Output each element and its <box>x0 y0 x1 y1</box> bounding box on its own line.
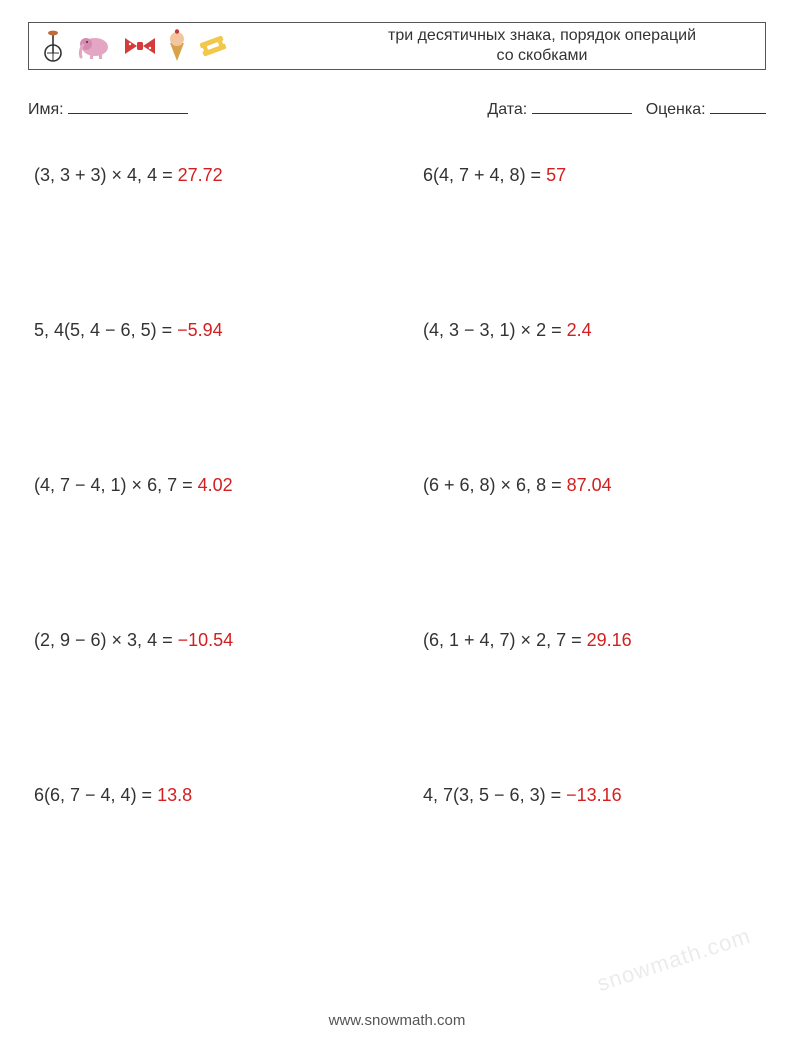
answer: −10.54 <box>178 630 234 650</box>
expression: 6(4, 7 + 4, 8) = <box>423 165 546 185</box>
problem-item: 6(4, 7 + 4, 8) = 57 <box>417 165 766 186</box>
expression: (3, 3 + 3) × 4, 4 = <box>34 165 178 185</box>
name-blank[interactable] <box>68 98 188 114</box>
problem-item: (2, 9 − 6) × 3, 4 = −10.54 <box>28 630 377 651</box>
expression: 4, 7(3, 5 − 6, 3) = <box>423 785 566 805</box>
answer: 4.02 <box>198 475 233 495</box>
problem-item: (3, 3 + 3) × 4, 4 = 27.72 <box>28 165 377 186</box>
title-line-2: со скобками <box>497 47 588 64</box>
grade-label: Оценка: <box>646 101 706 118</box>
meta-row: Имя: Дата: Оценка: <box>28 98 766 119</box>
name-field: Имя: <box>28 98 188 119</box>
header-icons <box>39 29 229 63</box>
expression: 6(6, 7 − 4, 4) = <box>34 785 157 805</box>
problem-item: (4, 3 − 3, 1) × 2 = 2.4 <box>417 320 766 341</box>
watermark: snowmath.com <box>594 923 754 997</box>
answer: 13.8 <box>157 785 192 805</box>
expression: 5, 4(5, 4 − 6, 5) = <box>34 320 177 340</box>
expression: (6 + 6, 8) × 6, 8 = <box>423 475 567 495</box>
unicycle-icon <box>39 29 67 63</box>
problems-grid: (3, 3 + 3) × 4, 4 = 27.72 6(4, 7 + 4, 8)… <box>28 165 766 806</box>
problem-item: (6 + 6, 8) × 6, 8 = 87.04 <box>417 475 766 496</box>
answer: 27.72 <box>178 165 223 185</box>
problem-item: 6(6, 7 − 4, 4) = 13.8 <box>28 785 377 806</box>
icecream-icon <box>167 29 187 63</box>
expression: (2, 9 − 6) × 3, 4 = <box>34 630 178 650</box>
worksheet-title: три десятичных знака, порядок операций с… <box>229 26 755 66</box>
problem-item: 4, 7(3, 5 − 6, 3) = −13.16 <box>417 785 766 806</box>
expression: (6, 1 + 4, 7) × 2, 7 = <box>423 630 587 650</box>
name-label: Имя: <box>28 101 64 118</box>
answer: −5.94 <box>177 320 223 340</box>
worksheet-header: три десятичных знака, порядок операций с… <box>28 22 766 70</box>
answer: 29.16 <box>587 630 632 650</box>
expression: (4, 3 − 3, 1) × 2 = <box>423 320 567 340</box>
problem-item: 5, 4(5, 4 − 6, 5) = −5.94 <box>28 320 377 341</box>
answer: 57 <box>546 165 566 185</box>
expression: (4, 7 − 4, 1) × 6, 7 = <box>34 475 198 495</box>
problem-item: (4, 7 − 4, 1) × 6, 7 = 4.02 <box>28 475 377 496</box>
grade-field: Оценка: <box>646 98 766 119</box>
answer: 2.4 <box>567 320 592 340</box>
answer: −13.16 <box>566 785 622 805</box>
footer-url: www.snowmath.com <box>0 1012 794 1029</box>
date-label: Дата: <box>487 101 527 118</box>
grade-blank[interactable] <box>710 98 766 114</box>
date-blank[interactable] <box>532 98 632 114</box>
ticket-icon <box>197 31 229 61</box>
answer: 87.04 <box>567 475 612 495</box>
title-line-1: три десятичных знака, порядок операций <box>388 27 696 44</box>
bowtie-icon <box>123 36 157 56</box>
problem-item: (6, 1 + 4, 7) × 2, 7 = 29.16 <box>417 630 766 651</box>
elephant-icon <box>77 31 113 61</box>
date-field: Дата: <box>487 98 631 119</box>
